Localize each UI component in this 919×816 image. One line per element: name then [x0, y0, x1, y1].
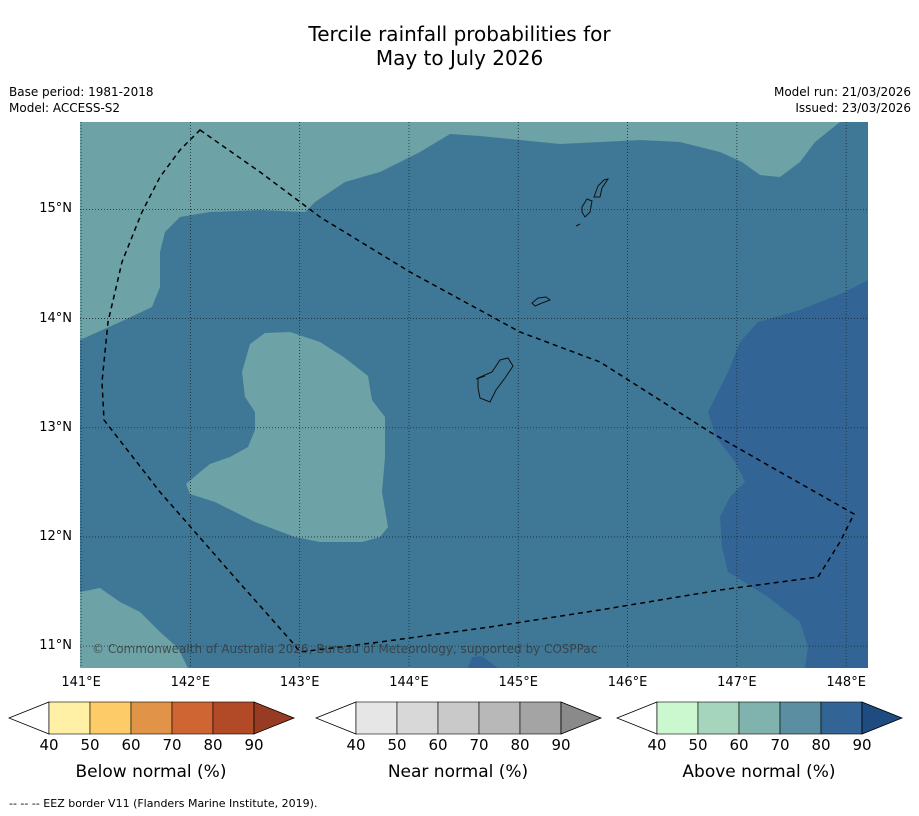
colorbar-under-triangle: [8, 701, 50, 735]
island-tinian: [581, 198, 593, 218]
colorbar-segment: [212, 701, 255, 735]
colorbar-tick-label: 80: [510, 736, 530, 754]
colorbar-over-triangle: [861, 701, 904, 735]
latitude-label: 11°N: [39, 638, 72, 654]
model-name: Model: ACCESS-S2: [9, 101, 121, 115]
latitude-label: 13°N: [39, 419, 72, 435]
colorbar-segment: [437, 701, 480, 735]
colorbar-below-normal-label: Below normal (%): [75, 762, 227, 782]
colorbar-tick-label: 50: [688, 736, 708, 754]
island-saipan: [593, 178, 610, 198]
colorbar-segment: [48, 701, 91, 735]
title-line-2: May to July 2026: [375, 46, 544, 70]
colorbar-segment: [171, 701, 214, 735]
longitude-label: 148°E: [826, 675, 866, 690]
colorbar-segment: [130, 701, 173, 735]
island-aguijan: [575, 223, 581, 227]
eez-footnote: -- -- -- EEZ border V11 (Flanders Marine…: [9, 797, 318, 810]
latitude-label: 15°N: [39, 201, 72, 217]
colorbar-tick-label: 90: [852, 736, 872, 754]
longitude-label: 144°E: [389, 675, 429, 690]
islands: [475, 178, 610, 403]
graticule: [80, 122, 868, 668]
colorbar-above-normal-scale: [616, 701, 904, 735]
colorbar-segment: [779, 701, 822, 735]
colorbar-segment: [820, 701, 863, 735]
colorbar-tick-label: 70: [162, 736, 182, 754]
region-above-80-90-south: [468, 656, 498, 668]
colorbar-tick-label: 50: [80, 736, 100, 754]
region-above-50-60-north: [80, 122, 868, 340]
colorbar-tick-label: 60: [729, 736, 749, 754]
longitude-label: 142°E: [170, 675, 211, 690]
issued-date: Issued: 23/03/2026: [795, 101, 911, 115]
region-above-80-90-east: [708, 280, 868, 668]
colorbar-segment: [478, 701, 521, 735]
colorbar-segment: [355, 701, 398, 735]
copyright-notice: © Commonwealth of Australia 2026, Bureau…: [92, 642, 598, 656]
colorbar-over-triangle: [253, 701, 296, 735]
colorbar-over-triangle: [560, 701, 603, 735]
colorbar-tick-label: 40: [647, 736, 667, 754]
colorbar-tick-label: 80: [203, 736, 223, 754]
longitude-label: 146°E: [607, 675, 648, 690]
map-panel: [80, 122, 868, 668]
meta-right: Model run: 21/03/2026 Issued: 23/03/2026: [774, 84, 911, 116]
region-above-50-60-southwest: [80, 588, 188, 668]
island-guam: [475, 357, 514, 403]
island-rota: [531, 296, 552, 307]
title-line-1: Tercile rainfall probabilities for: [308, 22, 611, 46]
colorbar-segment: [738, 701, 781, 735]
colorbar-tick-label: 90: [244, 736, 264, 754]
colorbar-above-normal-label: Above normal (%): [682, 762, 836, 782]
colorbar-segment: [519, 701, 562, 735]
colorbar-tick-label: 50: [387, 736, 407, 754]
colorbar-tick-label: 60: [428, 736, 448, 754]
colorbar-tick-label: 40: [39, 736, 59, 754]
longitude-label: 147°E: [717, 675, 757, 690]
colorbar-tick-label: 70: [469, 736, 489, 754]
region-above-50-60-central: [186, 332, 388, 542]
longitude-label: 143°E: [279, 675, 320, 690]
latitude-label: 12°N: [39, 528, 72, 544]
colorbar-tick-label: 70: [770, 736, 790, 754]
chart-title: Tercile rainfall probabilities for May t…: [0, 22, 919, 70]
model-run-date: Model run: 21/03/2026: [773, 85, 911, 99]
colorbar-segment: [697, 701, 740, 735]
colorbar-segment: [396, 701, 439, 735]
latitude-label: 14°N: [39, 310, 72, 326]
longitude-label: 145°E: [498, 675, 539, 690]
base-period: Base period: 1981-2018: [9, 85, 154, 99]
colorbar-segment: [656, 701, 699, 735]
colorbar-below-normal-scale: [8, 701, 296, 735]
colorbar-tick-label: 40: [346, 736, 366, 754]
eez-border: [101, 129, 855, 653]
colorbar-tick-label: 90: [551, 736, 571, 754]
colorbar-under-triangle: [616, 701, 658, 735]
probability-map: [80, 122, 868, 668]
longitude-label: 141°E: [61, 675, 101, 690]
colorbar-near-normal-scale: [315, 701, 603, 735]
colorbar-under-triangle: [315, 701, 357, 735]
colorbar-near-normal-label: Near normal (%): [387, 762, 529, 782]
colorbar-tick-label: 80: [811, 736, 831, 754]
colorbar-tick-label: 60: [121, 736, 141, 754]
meta-left: Base period: 1981-2018 Model: ACCESS-S2: [9, 84, 154, 116]
colorbar-segment: [89, 701, 132, 735]
